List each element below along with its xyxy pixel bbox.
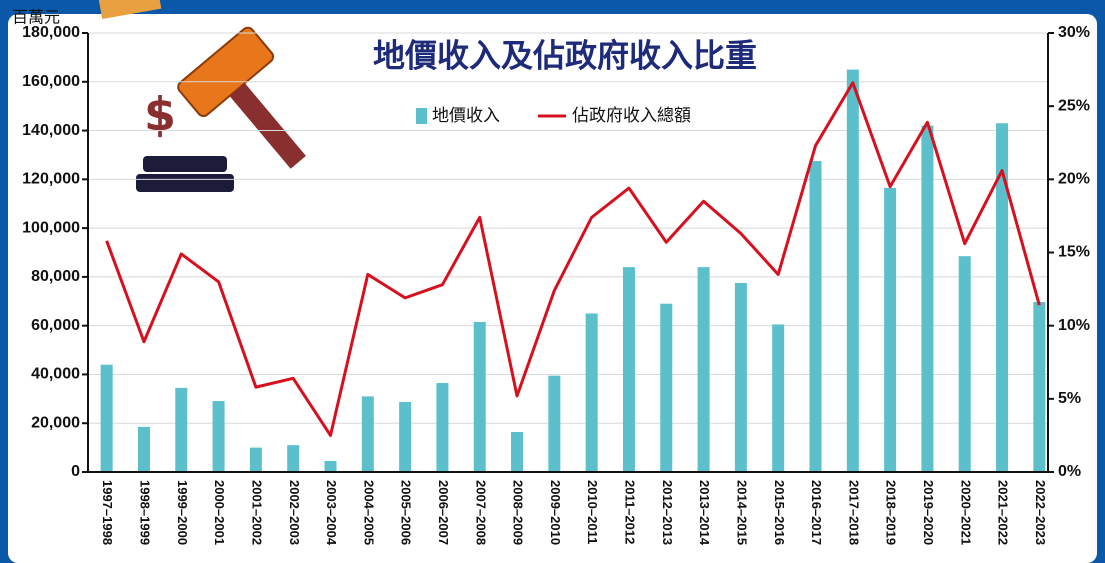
y-tick-label: 100,000 (22, 219, 80, 236)
x-tick-label: 2005–2006 (399, 480, 414, 545)
y2-tick-label: 0% (1058, 463, 1081, 480)
x-tick-label: 1999–2000 (175, 480, 190, 545)
bar (772, 324, 784, 472)
bar (250, 448, 262, 472)
bar (436, 383, 448, 472)
svg-text:$: $ (144, 88, 176, 142)
x-tick-label: 2007–2008 (473, 480, 488, 545)
bar (735, 283, 747, 472)
bar (362, 396, 374, 472)
bar (213, 401, 225, 472)
x-tick-label: 2013–2014 (697, 480, 712, 546)
legend-swatch (416, 108, 427, 124)
bar (399, 402, 411, 472)
y2-tick-label: 10% (1058, 317, 1090, 334)
x-tick-label: 2009–2010 (548, 480, 563, 545)
bar (623, 267, 635, 472)
x-tick-label: 1997–1998 (100, 480, 115, 545)
x-tick-label: 2020–2021 (958, 480, 973, 545)
y2-tick-label: 30% (1058, 24, 1090, 41)
x-tick-label: 2003–2004 (324, 480, 339, 546)
bar (810, 161, 822, 472)
bar (101, 365, 113, 472)
legend-label: 佔政府收入總額 (572, 106, 691, 126)
x-tick-label: 2018–2019 (884, 480, 899, 545)
x-tick-label: 2012–2013 (660, 480, 675, 545)
x-tick-label: 1998–1999 (138, 480, 153, 545)
y-tick-label: 20,000 (31, 414, 80, 431)
x-tick-label: 2004–2005 (361, 480, 376, 545)
x-tick-label: 2015–2016 (772, 480, 787, 545)
y-tick-label: 180,000 (22, 24, 80, 41)
bar (325, 461, 337, 472)
x-tick-label: 2006–2007 (436, 480, 451, 545)
bar (1033, 302, 1045, 472)
x-tick-label: 2021–2022 (996, 480, 1011, 545)
y-tick-label: 120,000 (22, 171, 80, 188)
y-tick-label: 80,000 (31, 268, 80, 285)
legend-label: 地價收入 (432, 106, 500, 126)
x-tick-label: 2002–2003 (287, 480, 302, 545)
x-tick-label: 2014–2015 (734, 480, 749, 545)
bar (660, 304, 672, 472)
bar (548, 376, 560, 472)
chart: $ 地價收入及佔政府收入比重 百萬元 020,00040,00060,00080… (0, 0, 1105, 563)
x-tick-label: 2019–2020 (921, 480, 936, 545)
bar (884, 188, 896, 472)
x-tick-label: 2008–2009 (511, 480, 526, 545)
bar (511, 432, 523, 472)
bar (847, 70, 859, 472)
bar (287, 445, 299, 472)
x-tick-label: 2022–2023 (1033, 480, 1048, 545)
x-tick-label: 2017–2018 (846, 480, 861, 545)
x-tick-label: 2001–2002 (249, 480, 264, 545)
y2-tick-label: 20% (1058, 171, 1090, 188)
y-tick-label: 60,000 (31, 317, 80, 334)
bar (698, 267, 710, 472)
chart-title: 地價收入及佔政府收入比重 (373, 37, 757, 75)
x-tick-label: 2011–2012 (623, 480, 638, 544)
bar (474, 322, 486, 472)
bar (138, 427, 150, 472)
bar (175, 388, 187, 472)
y-tick-label: 0 (71, 463, 80, 480)
y2-tick-label: 25% (1058, 97, 1090, 114)
bar (921, 126, 933, 472)
y2-tick-label: 15% (1058, 244, 1090, 261)
x-tick-label: 2016–2017 (809, 480, 824, 545)
bar (959, 256, 971, 472)
y2-tick-label: 5% (1058, 390, 1081, 407)
x-tick-label: 2000–2001 (212, 480, 227, 545)
x-tick-label: 2010–2011 (585, 480, 600, 544)
y-tick-label: 160,000 (22, 73, 80, 90)
bar (586, 313, 598, 472)
y-tick-label: 40,000 (31, 366, 80, 383)
y-tick-label: 140,000 (22, 122, 80, 139)
